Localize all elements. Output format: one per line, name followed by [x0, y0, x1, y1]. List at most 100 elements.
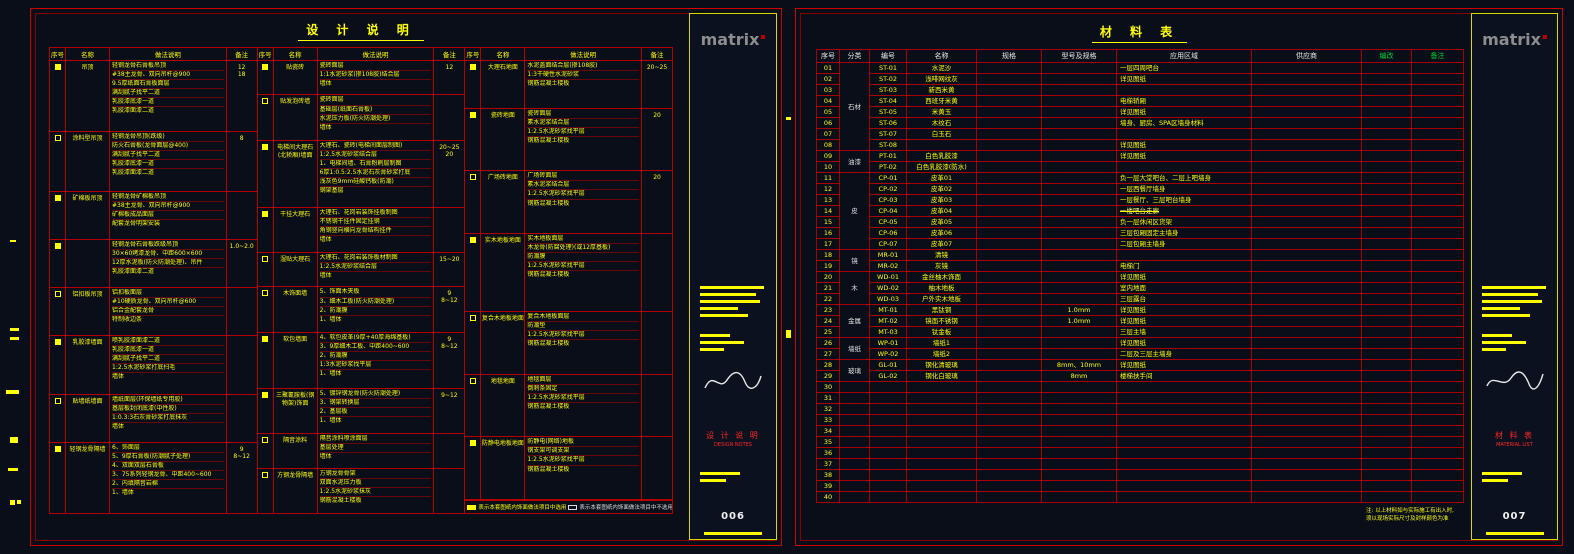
note-row: 铝扣板吊顶 铝扣板面层 #10硬质龙骨、双向吊杆@600 铝合金配套龙骨 特制收边条 [50, 287, 257, 336]
note-row: 贴墙纸墙面 墙纸面层(环保墙纸专用胶) 基层板封闭底漆(中性胶) 1:0.3:3石灰膏… [50, 395, 257, 443]
desc-line: 2、内填隔音岩棉 [112, 480, 224, 490]
note-row: 方钢龙骨隔墙 方钢龙骨骨架 双面水泥压力板 1:2.5水泥砂浆抹灰 钢筋混凝土楼板 [258, 468, 465, 513]
signature-mark [1486, 371, 1544, 390]
cell [1361, 249, 1412, 261]
note-row: 涂料型吊顶 轻钢龙骨吊顶(跌级) 防火石膏板(龙骨面层@400) 满刮腻子找平二道 乳胶… [50, 132, 257, 192]
cell [906, 414, 977, 426]
seq-cell [50, 287, 66, 335]
cell: 皮革01 [906, 172, 977, 184]
desc-cell: 地毯面层 倒刺条固定 1:2.5水泥砂浆找平层 钢筋混凝土楼板 [525, 374, 643, 437]
cell: 三层主墙 [1116, 326, 1252, 338]
cell [1411, 227, 1464, 239]
desc-cell: 水泥盖面结合层(掺108胶) 1:3干硬性水泥砂浆 钢筋混凝土楼板 [525, 61, 643, 108]
cell [1411, 403, 1464, 415]
cell [976, 414, 1042, 426]
cell [976, 150, 1042, 162]
desc-line: 隔音涂料喷涂面层 [319, 435, 432, 445]
cell [1361, 370, 1412, 382]
cell [1251, 172, 1362, 184]
cell: 33 [816, 414, 840, 426]
cell [1041, 282, 1117, 294]
cell [1361, 150, 1412, 162]
signature-mark [704, 372, 762, 389]
cell [1251, 304, 1362, 316]
desc-line: 3、9厚细木工板、中距400~600 [319, 343, 432, 352]
remark-cell: 9~12 [441, 391, 458, 399]
cell [1361, 458, 1412, 470]
cell [1361, 326, 1412, 338]
cell: 13 [816, 194, 840, 206]
checkbox-mark [262, 335, 269, 342]
titleblock-text-lines [1482, 286, 1546, 321]
cell [1251, 205, 1362, 217]
checkbox-mark [54, 338, 61, 345]
seq-cell [50, 335, 66, 394]
cell: ST-07 [869, 128, 907, 140]
desc-line: 钢架基层 [319, 187, 344, 195]
cell: 西班牙米黄 [906, 95, 977, 107]
cell [1251, 128, 1362, 140]
cell [976, 469, 1042, 481]
cell: 金丝柚木饰面 [906, 271, 977, 283]
cell [1411, 392, 1464, 404]
desc-line: #38主龙骨、双向吊杆@900 [112, 202, 224, 211]
cell: 8mm [1041, 370, 1117, 382]
cell: 详见图纸 [1116, 271, 1252, 283]
material-row: 15 CP-05 皮革05 负一层休闲区货架 [816, 216, 1464, 228]
column-header: 名称 [906, 49, 977, 63]
cell: 1.0mm [1041, 315, 1117, 327]
cell [1411, 480, 1464, 492]
material-list-sheet[interactable]: 材 料 表 序号 分类 编号 名称 规格 型号及规格 应用区域 供应商 编改 备注 01 石材 ST-… [795, 8, 1563, 546]
desc-line: 1:2.5水泥砂浆找平层 [527, 190, 640, 200]
cell [1041, 491, 1117, 503]
cell [1411, 348, 1464, 360]
cell [1116, 381, 1252, 393]
cell [1251, 139, 1362, 151]
cell [1411, 128, 1464, 140]
cell [1116, 161, 1252, 173]
category-cell [839, 425, 870, 437]
cell: 1.0mm [1041, 304, 1117, 316]
note-row: 广场砖地面 广场砖面层 素水泥浆结合层 1:2.5水泥砂浆找平层 钢筋混凝土楼板 20 [465, 171, 673, 234]
cell [1041, 238, 1117, 250]
cell [976, 260, 1042, 272]
material-row: 06 ST-06 木纹石 墙身、厨房、SPA区墙身材料 [816, 117, 1464, 129]
desc-line: 大理石、花岗岩装饰挂板制图 [319, 209, 432, 218]
desc-cell: 实木地板面层 木龙骨(防腐处理)(或12厚基板) 防潮膜 1:2.5水泥砂浆找平层 钢筋… [525, 233, 643, 311]
cell [1116, 84, 1252, 96]
material-row: 22 WD-03 户外实木地板 三层露台 [816, 293, 1464, 305]
seq-cell [50, 61, 66, 131]
cell: 负一层大堂吧台、二层上吧墙身 [1116, 172, 1252, 184]
column-header: 应用区域 [1116, 49, 1252, 63]
cell [976, 84, 1042, 96]
sheet-number: 007 [1502, 511, 1527, 522]
logo-dot-icon [1542, 34, 1547, 39]
cell [1041, 216, 1117, 228]
desc-line: 乳胶漆底漆一道 [112, 346, 224, 355]
cell: 米黄玉 [906, 106, 977, 118]
logo-dot-icon [761, 34, 766, 39]
sheet-number: 006 [721, 511, 745, 522]
category-cell: 石材 [839, 62, 870, 151]
cell [1116, 414, 1252, 426]
seq-cell [258, 434, 274, 468]
seq-cell [465, 61, 482, 108]
cell [1361, 205, 1412, 217]
material-table-body: 01 石材 ST-01 水泥沙 一层四周吧台 02 ST-02 浅啡网纹灰 详见图纸 03 ST-0… [816, 62, 1464, 503]
cell [1041, 480, 1117, 492]
cell: MT-03 [869, 326, 907, 338]
cell: MR-01 [869, 249, 907, 261]
cell [1251, 84, 1362, 96]
cell: 清镜 [906, 249, 977, 261]
cell: PT-01 [869, 150, 907, 162]
cell: CP-04 [869, 205, 907, 217]
column-header: 名称 [66, 48, 110, 60]
cell [976, 62, 1042, 74]
desc-line: 6、饰面层 [112, 444, 224, 454]
name-cell: 广场砖地面 [481, 171, 526, 233]
design-notes-sheet[interactable]: 设 计 说 明 序号 名称 做法说明 备注 吊顶 轻钢龙骨石膏板吊顶 #38主龙骨、双向吊杆… [30, 8, 782, 546]
cell [1251, 337, 1362, 349]
desc-cell: 方钢龙骨骨架 双面水泥压力板 1:2.5水泥砂浆抹灰 钢筋混凝土楼板 [318, 468, 435, 513]
sheet-name-cn: 设 计 说 明 [706, 431, 760, 440]
